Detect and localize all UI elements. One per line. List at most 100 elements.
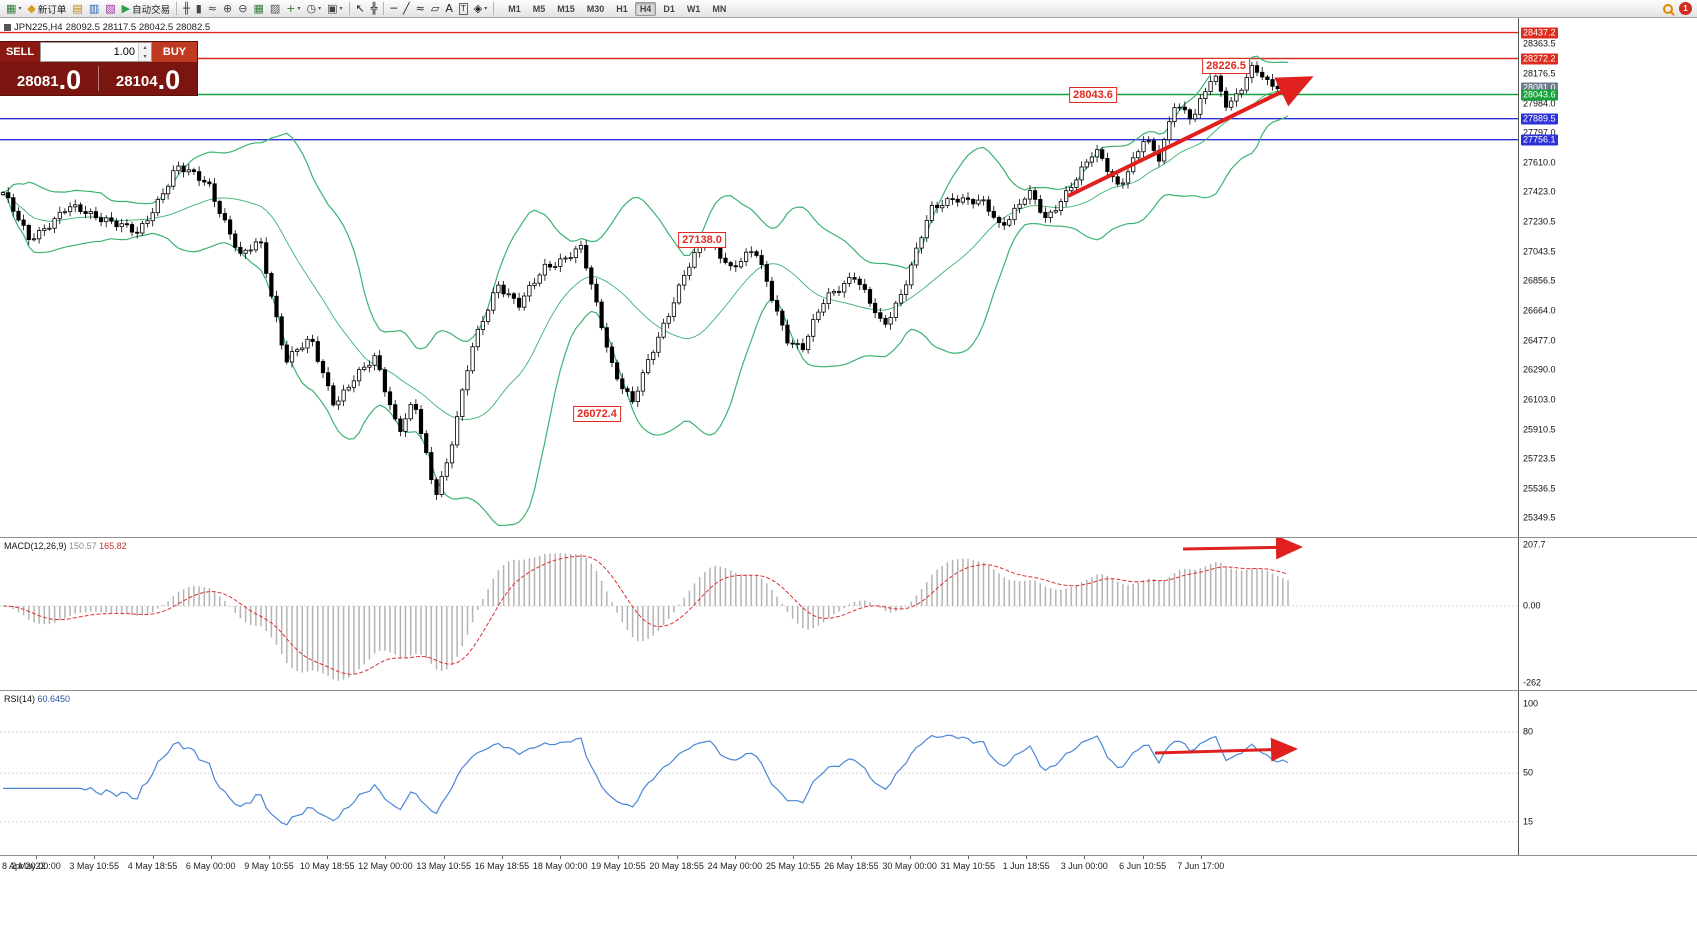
text-button[interactable]: A xyxy=(442,1,456,17)
volume-down-icon[interactable]: ▾ xyxy=(143,53,147,60)
timeframe-d1-button[interactable]: D1 xyxy=(663,3,675,14)
trend-arrow[interactable] xyxy=(1067,76,1314,198)
period-button[interactable]: ◷ ▾ xyxy=(304,1,325,17)
cursor-button[interactable]: ↖ xyxy=(353,1,368,17)
timeframe-h1-button[interactable]: H1 xyxy=(616,3,628,14)
bollinger-upper-band xyxy=(2,55,1289,350)
timeframe-m30-button[interactable]: M30 xyxy=(586,3,605,14)
toolbar-separator xyxy=(348,2,350,15)
price-annotation[interactable]: 26072.4 xyxy=(573,406,621,422)
rsi-axis[interactable]: 100 80 50 15 xyxy=(1518,691,1579,855)
timeframe-m1-button[interactable]: M1 xyxy=(508,3,521,14)
new-order-button[interactable]: ◆ 新订单 xyxy=(24,1,69,17)
profiles-button[interactable]: ▥ xyxy=(86,1,102,17)
channel-icon: ▱ xyxy=(430,1,440,15)
crosshair-button[interactable]: ╬ xyxy=(368,1,381,17)
zoom-out-button[interactable]: ⊖ xyxy=(235,1,250,17)
time-axis[interactable]: 8 Apr 2022 2 May 00:00 3 May 10:55 4 May 18… xyxy=(0,855,1697,875)
template-button[interactable]: ▣ ▾ xyxy=(324,1,345,17)
macd-axis[interactable]: 207.7 0.00 -262 xyxy=(1518,538,1579,690)
volume-up-icon[interactable]: ▴ xyxy=(143,44,147,51)
time-tick xyxy=(443,856,445,859)
shapes-icon: ◈ xyxy=(473,1,483,15)
caret-down-icon: ▾ xyxy=(484,5,488,12)
price-axis-label: 26477.0 xyxy=(1523,335,1556,346)
rsi-arrow[interactable] xyxy=(1154,737,1298,762)
time-axis-label: 3 Jun 00:00 xyxy=(1060,861,1108,871)
chart-icon xyxy=(4,24,11,31)
fibonacci-button[interactable]: ≈ xyxy=(413,1,428,17)
zoom-in-button[interactable]: ⊕ xyxy=(220,1,235,17)
timeframe-mn-button[interactable]: MN xyxy=(712,3,727,14)
time-axis-label: 12 May 00:00 xyxy=(358,861,413,871)
buy-button[interactable]: BUY xyxy=(152,42,197,62)
price-annotation[interactable]: 28043.6 xyxy=(1069,87,1117,103)
volume-input[interactable] xyxy=(41,43,138,61)
price-annotation[interactable]: 28226.5 xyxy=(1202,58,1250,74)
volume-box: ▴ ▾ xyxy=(40,42,152,62)
period-icon: ◷ xyxy=(306,1,317,15)
time-axis-label: 16 May 18:55 xyxy=(474,861,530,871)
price-axis[interactable]: 28363.5 28176.5 27984.0 27797.0 27610.0 27423… xyxy=(1518,18,1579,537)
timeframe-w1-button[interactable]: W1 xyxy=(686,3,701,14)
auto-trading-button[interactable]: ▶ 自动交易 xyxy=(119,1,173,17)
time-axis-label: 4 May 18:55 xyxy=(127,861,178,871)
rsi-axis-label: 15 xyxy=(1523,816,1534,827)
trendline-button[interactable]: ╱ xyxy=(400,1,413,17)
price-axis-label: 28363.5 xyxy=(1523,38,1556,49)
price-axis-label: 25536.5 xyxy=(1523,483,1556,494)
time-tick xyxy=(734,856,736,859)
symbol-period-label: JPN225,H4 xyxy=(14,22,63,33)
price-annotation[interactable]: 27138.0 xyxy=(678,232,726,248)
shapes-button[interactable]: ◈ ▾ xyxy=(471,1,490,17)
timeframe-m15-button[interactable]: M15 xyxy=(557,3,575,14)
time-axis-label: 9 May 10:55 xyxy=(244,861,294,871)
add-indicator-button[interactable]: + ▾ xyxy=(283,1,303,17)
channel-button[interactable]: ▱ xyxy=(428,1,442,17)
main-chart-panel: JPN225,H4 28092.5 28117.5 28042.5 28082.… xyxy=(0,18,1697,537)
buy-price[interactable]: 28104.0 xyxy=(115,65,181,95)
new-chart-button[interactable]: ▦ ▾ xyxy=(3,1,24,17)
time-tick xyxy=(1026,856,1028,859)
price-line-label: 28437.2 xyxy=(1521,27,1558,39)
time-tick xyxy=(967,856,969,859)
timeframe-m5-button[interactable]: M5 xyxy=(532,3,546,14)
rsi-label: RSI(14) 60.6450 xyxy=(4,694,71,704)
rsi-axis-label: 100 xyxy=(1523,698,1539,709)
horizontal-line-button[interactable]: ─ xyxy=(387,1,400,17)
cursor-icon: ↖ xyxy=(355,1,365,15)
navigator-button[interactable]: ▨ xyxy=(267,1,283,17)
macd-axis-label: 207.7 xyxy=(1523,539,1546,550)
time-tick xyxy=(1200,856,1202,859)
time-axis-label: 25 May 10:55 xyxy=(765,861,821,871)
line-chart-icon: ≈ xyxy=(207,1,218,15)
price-axis-label: 27984.0 xyxy=(1523,98,1556,109)
alerts-button[interactable]: ▧ xyxy=(102,1,118,17)
time-axis-label: 8 Apr 2022 xyxy=(2,861,46,871)
tile-windows-button[interactable]: ▦ xyxy=(250,1,266,17)
macd-arrow[interactable] xyxy=(1182,538,1303,560)
caret-down-icon: ▾ xyxy=(297,5,301,12)
time-tick xyxy=(269,856,270,859)
bar-chart-button[interactable]: ╫ xyxy=(180,1,193,17)
notification-badge[interactable]: 1 xyxy=(1679,2,1692,15)
price-axis-label: 25910.5 xyxy=(1523,424,1556,435)
ohlc-values: 28092.5 28117.5 28042.5 28082.5 xyxy=(65,22,211,33)
time-axis-label: 7 Jun 17:00 xyxy=(1177,861,1225,871)
macd-plot[interactable] xyxy=(0,538,1518,690)
auto-trading-button-label: 自动交易 xyxy=(132,4,171,16)
sell-price[interactable]: 28081.0 xyxy=(16,65,82,95)
open-charts-button[interactable]: ▤ xyxy=(69,1,85,17)
main-chart-plot[interactable] xyxy=(0,18,1518,537)
candlesticks xyxy=(0,61,1291,500)
price-axis-label: 26856.5 xyxy=(1523,275,1556,286)
line-chart-button[interactable]: ≈ xyxy=(205,1,220,17)
rsi-plot[interactable] xyxy=(0,691,1518,855)
search-icon[interactable] xyxy=(1663,3,1673,14)
text-label-button[interactable]: T xyxy=(456,1,471,17)
timeframe-h4-button[interactable]: H4 xyxy=(634,1,657,16)
candlestick-chart-button[interactable]: ▮ xyxy=(193,1,205,17)
time-tick xyxy=(618,856,620,859)
sell-button[interactable]: SELL xyxy=(0,42,40,62)
time-axis-label: 3 May 10:55 xyxy=(69,861,119,871)
